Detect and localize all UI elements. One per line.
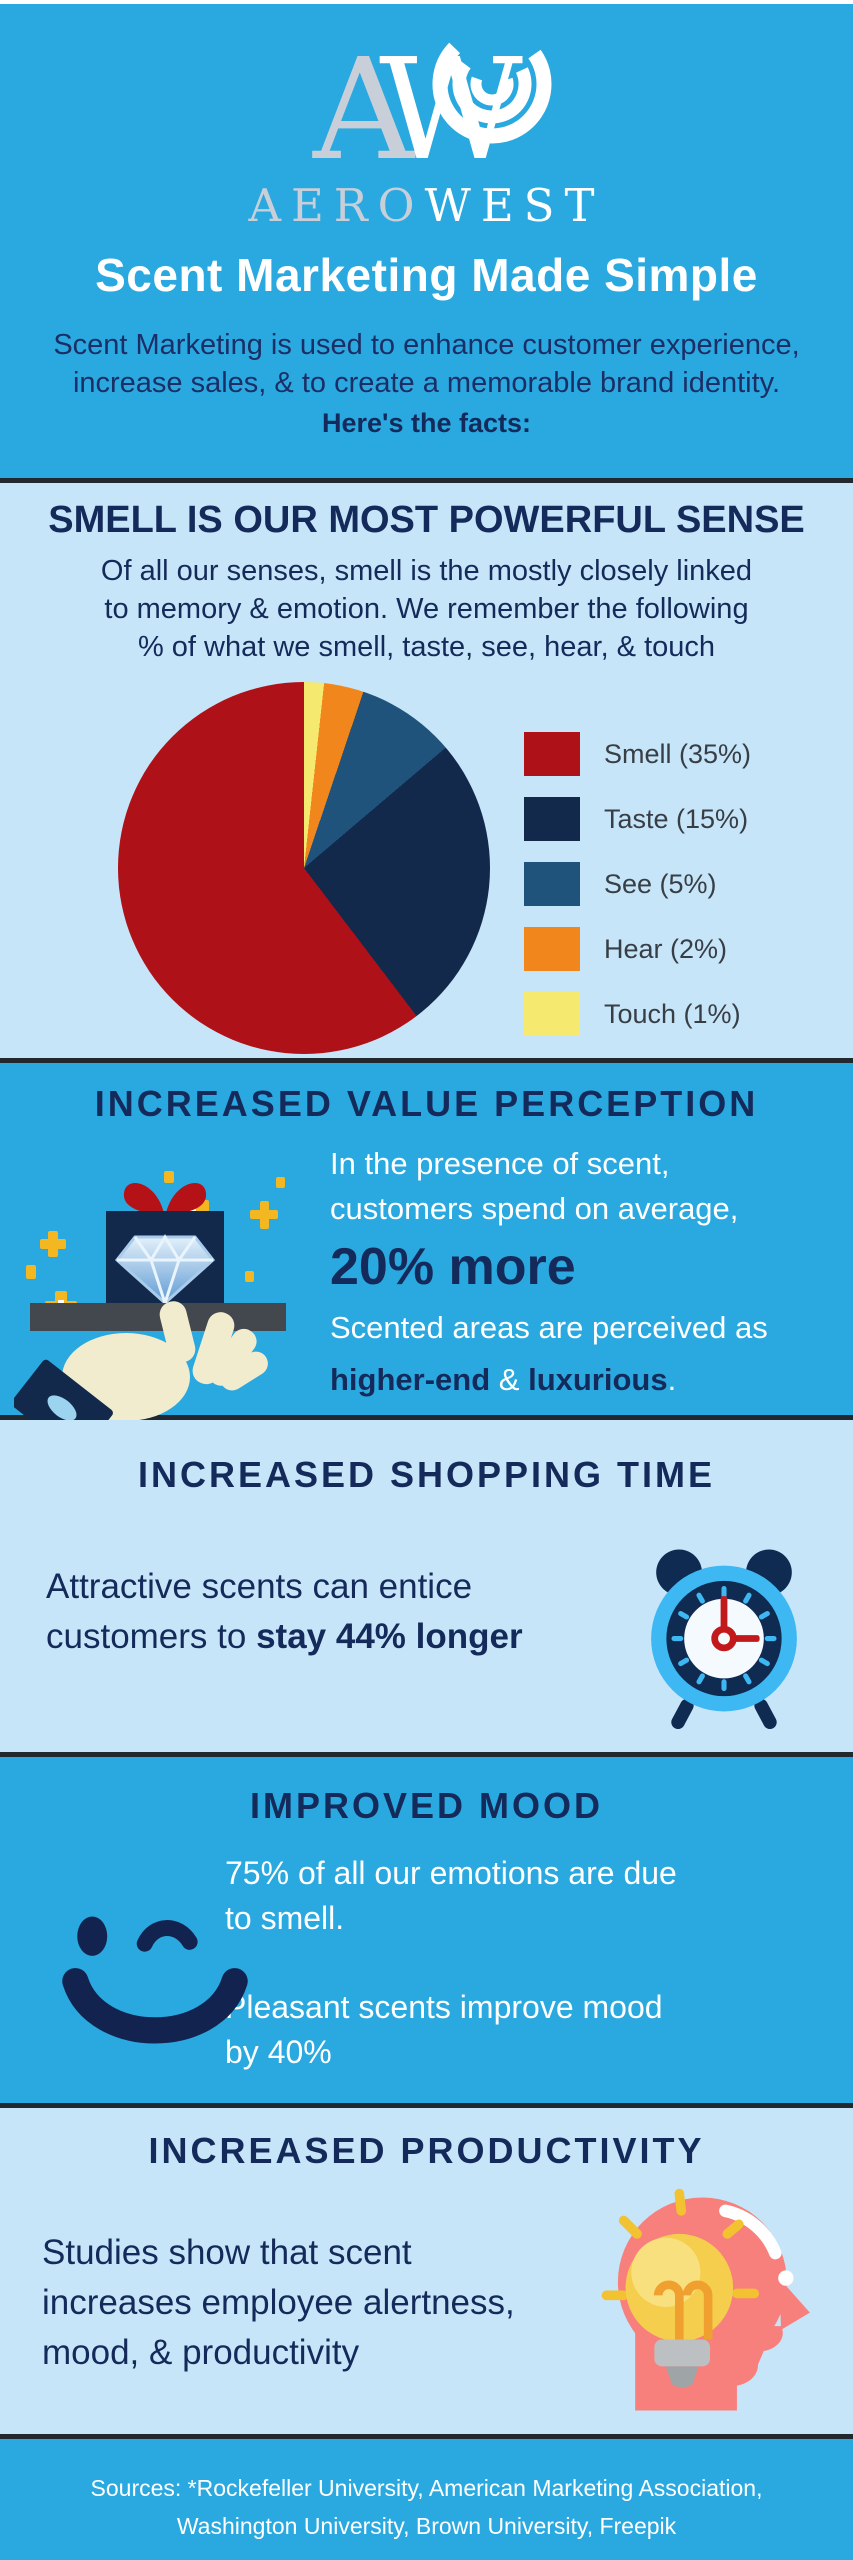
shopping-text: Attractive scents can entice customers t… xyxy=(0,1562,853,1662)
legend-item: Taste (15%) xyxy=(524,797,751,841)
value-stat: 20% more xyxy=(330,1238,576,1296)
shopping-line-1: Attractive scents can entice xyxy=(46,1567,473,1606)
productivity-heading: INCREASED PRODUCTIVITY xyxy=(148,2130,705,2171)
legend-item: Hear (2%) xyxy=(524,927,751,971)
legend-swatch xyxy=(524,862,580,906)
value-line-1: In the presence of scent, xyxy=(330,1146,670,1181)
smell-heading: SMELL IS OUR MOST POWERFUL SENSE xyxy=(48,499,805,541)
legend-swatch xyxy=(524,797,580,841)
legend-label: Taste (15%) xyxy=(604,803,749,834)
section-divider xyxy=(0,1058,853,1063)
mood-line-2b: by 40% xyxy=(225,2034,332,2070)
svg-text:A: A xyxy=(312,29,416,176)
sources-line-2: Washington University, Brown University,… xyxy=(176,2513,677,2539)
smell-body-line-1: Of all our senses, smell is the mostly c… xyxy=(100,555,753,587)
legend-label: See (5%) xyxy=(604,868,717,899)
value-line-3: Scented areas are perceived as xyxy=(330,1310,768,1345)
mood-line-1b: to smell. xyxy=(225,1900,345,1936)
section-shopping-time: INCREASED SHOPPING TIME Attractive scent… xyxy=(0,1420,853,1752)
mood-line-1a: 75% of all our emotions are due xyxy=(225,1855,677,1891)
pie-chart xyxy=(118,682,490,1054)
value-amp: & xyxy=(490,1362,529,1397)
legend-swatch xyxy=(524,732,580,776)
section-smell-sense: SMELL IS OUR MOST POWERFUL SENSE Of all … xyxy=(0,483,853,1058)
aerowest-wordmark: AEROWEST xyxy=(0,179,853,232)
value-bold-luxurious: luxurious xyxy=(528,1362,668,1397)
section-divider xyxy=(0,478,853,483)
alarm-clock-icon xyxy=(635,1538,813,1739)
pie-legend: Smell (35%) Taste (15%) See (5%) Hear (2%) T… xyxy=(524,732,751,1036)
value-heading: INCREASED VALUE PERCEPTION xyxy=(94,1083,759,1124)
smell-body: Of all our senses, smell is the mostly c… xyxy=(0,552,853,666)
mood-line-2a: Pleasant scents improve mood xyxy=(225,1989,663,2025)
legend-swatch xyxy=(524,992,580,1036)
value-line-2: customers spend on average, xyxy=(330,1191,739,1226)
productivity-text: Studies show that scent increases employ… xyxy=(0,2228,853,2378)
section-divider xyxy=(0,1415,853,1420)
senses-chart-row: Smell (35%) Taste (15%) See (5%) Hear (2%) T… xyxy=(0,682,853,1054)
aerowest-monogram-icon: A W xyxy=(312,24,551,192)
legend-label: Smell (35%) xyxy=(604,738,752,769)
top-white-strip xyxy=(0,0,853,4)
gift-diamond-icon xyxy=(11,1153,314,1457)
wordmark-west: WEST xyxy=(424,179,605,232)
shopping-line-2-prefix: customers to xyxy=(46,1617,257,1656)
header-section: A W AEROWEST Scent Marketing Made Simple… xyxy=(0,4,853,478)
shopping-heading: INCREASED SHOPPING TIME xyxy=(137,1454,716,1495)
page-title: Scent Marketing Made Simple xyxy=(95,249,758,301)
aerowest-logo: A W AEROWEST xyxy=(0,4,853,232)
intro-facts-line: Here's the facts: xyxy=(322,408,531,438)
mood-text-1: 75% of all our emotions are due to smell… xyxy=(225,1851,853,1941)
legend-item: Touch (1%) xyxy=(524,992,751,1036)
intro-text: Scent Marketing is used to enhance custo… xyxy=(0,326,853,402)
section-productivity: INCREASED PRODUCTIVITY Studies show that… xyxy=(0,2108,853,2434)
productivity-line-2: increases employee alertness, xyxy=(42,2283,515,2322)
section-divider xyxy=(0,2434,853,2439)
section-divider xyxy=(0,1752,853,1757)
sources-line-1: Sources: *Rockefeller University, Americ… xyxy=(90,2475,763,2501)
section-improved-mood: IMPROVED MOOD 75% of all our emotions ar… xyxy=(0,1757,853,2103)
legend-item: Smell (35%) xyxy=(524,732,751,776)
section-value-perception: INCREASED VALUE PERCEPTION xyxy=(0,1063,853,1457)
mood-text-2: Pleasant scents improve mood by 40% xyxy=(225,1985,853,2075)
legend-item: See (5%) xyxy=(524,862,751,906)
smell-body-line-2: to memory & emotion. We remember the fol… xyxy=(104,593,749,625)
productivity-line-3: mood, & productivity xyxy=(42,2333,360,2372)
value-text: In the presence of scent, customers spen… xyxy=(330,1141,853,1401)
value-line-4: higher-end & luxurious. xyxy=(330,1359,853,1401)
intro-line-1: Scent Marketing is used to enhance custo… xyxy=(53,329,800,361)
shopping-line-2-stat: stay 44% longer xyxy=(256,1617,523,1656)
smell-body-line-3: % of what we smell, taste, see, hear, & … xyxy=(137,631,716,663)
footer-sources: Sources: *Rockefeller University, Americ… xyxy=(0,2439,853,2560)
legend-label: Touch (1%) xyxy=(604,998,741,1029)
intro-line-2: increase sales, & to create a memorable … xyxy=(72,367,781,399)
shopping-line-2: customers to stay 44% longer xyxy=(46,1612,853,1662)
legend-label: Hear (2%) xyxy=(604,933,728,964)
value-bold-higher-end: higher-end xyxy=(330,1362,491,1397)
legend-swatch xyxy=(524,927,580,971)
section-divider xyxy=(0,2103,853,2108)
wordmark-aero: AERO xyxy=(248,179,425,232)
productivity-line-1: Studies show that scent xyxy=(42,2233,412,2272)
head-lightbulb-icon xyxy=(591,2184,831,2429)
mood-heading: IMPROVED MOOD xyxy=(249,1785,603,1826)
value-period: . xyxy=(667,1362,677,1397)
winking-smile-icon xyxy=(56,1895,254,2078)
